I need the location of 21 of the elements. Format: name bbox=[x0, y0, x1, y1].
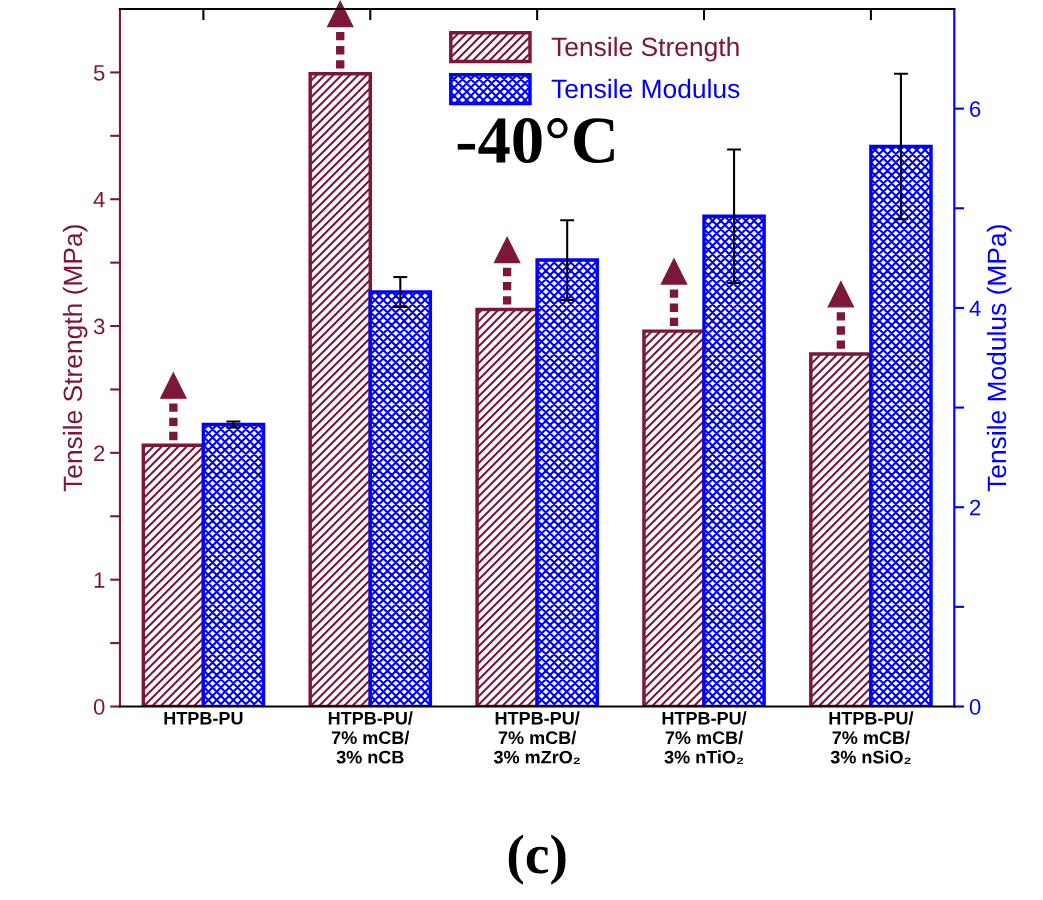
legend-label: Tensile Modulus bbox=[551, 78, 740, 99]
y2-axis-title: Tensile Modulus (MPa) bbox=[986, 225, 1012, 492]
x-tick-label: HTPB-PU/ 7% mCB/ 3% nCB bbox=[328, 711, 413, 764]
y2-tick-label: 4 bbox=[969, 300, 981, 316]
y-tick-label: 2 bbox=[94, 445, 105, 461]
y2-tick-label: 2 bbox=[970, 499, 981, 516]
y2-tick-label: 0 bbox=[969, 699, 981, 715]
text: (c) bbox=[508, 834, 566, 885]
x-tick-label: HTPB-PU/ 7% mCB/ 3% nTiO₂ bbox=[662, 711, 747, 764]
y-tick-label: 0 bbox=[93, 699, 105, 715]
y-tick-label: 3 bbox=[93, 318, 105, 335]
y-axis-title: Tensile Strength (MPa) bbox=[62, 225, 88, 492]
y-tick-label: 4 bbox=[93, 191, 105, 208]
annotation: -40°C bbox=[457, 118, 614, 164]
legend-label: Tensile Strength bbox=[551, 36, 739, 62]
y-tick-label: 1 bbox=[94, 572, 105, 588]
y-tick-label: 5 bbox=[93, 65, 105, 81]
y2-tick-label: 6 bbox=[970, 101, 981, 117]
x-tick-label: HTPB-PU/ 7% mCB/ 3% mZrO₂ bbox=[493, 711, 580, 764]
x-tick-label: HTPB-PU/ 7% mCB/ 3% nSiO₂ bbox=[829, 711, 914, 764]
x-tick-label: HTPB-PU bbox=[164, 712, 243, 725]
